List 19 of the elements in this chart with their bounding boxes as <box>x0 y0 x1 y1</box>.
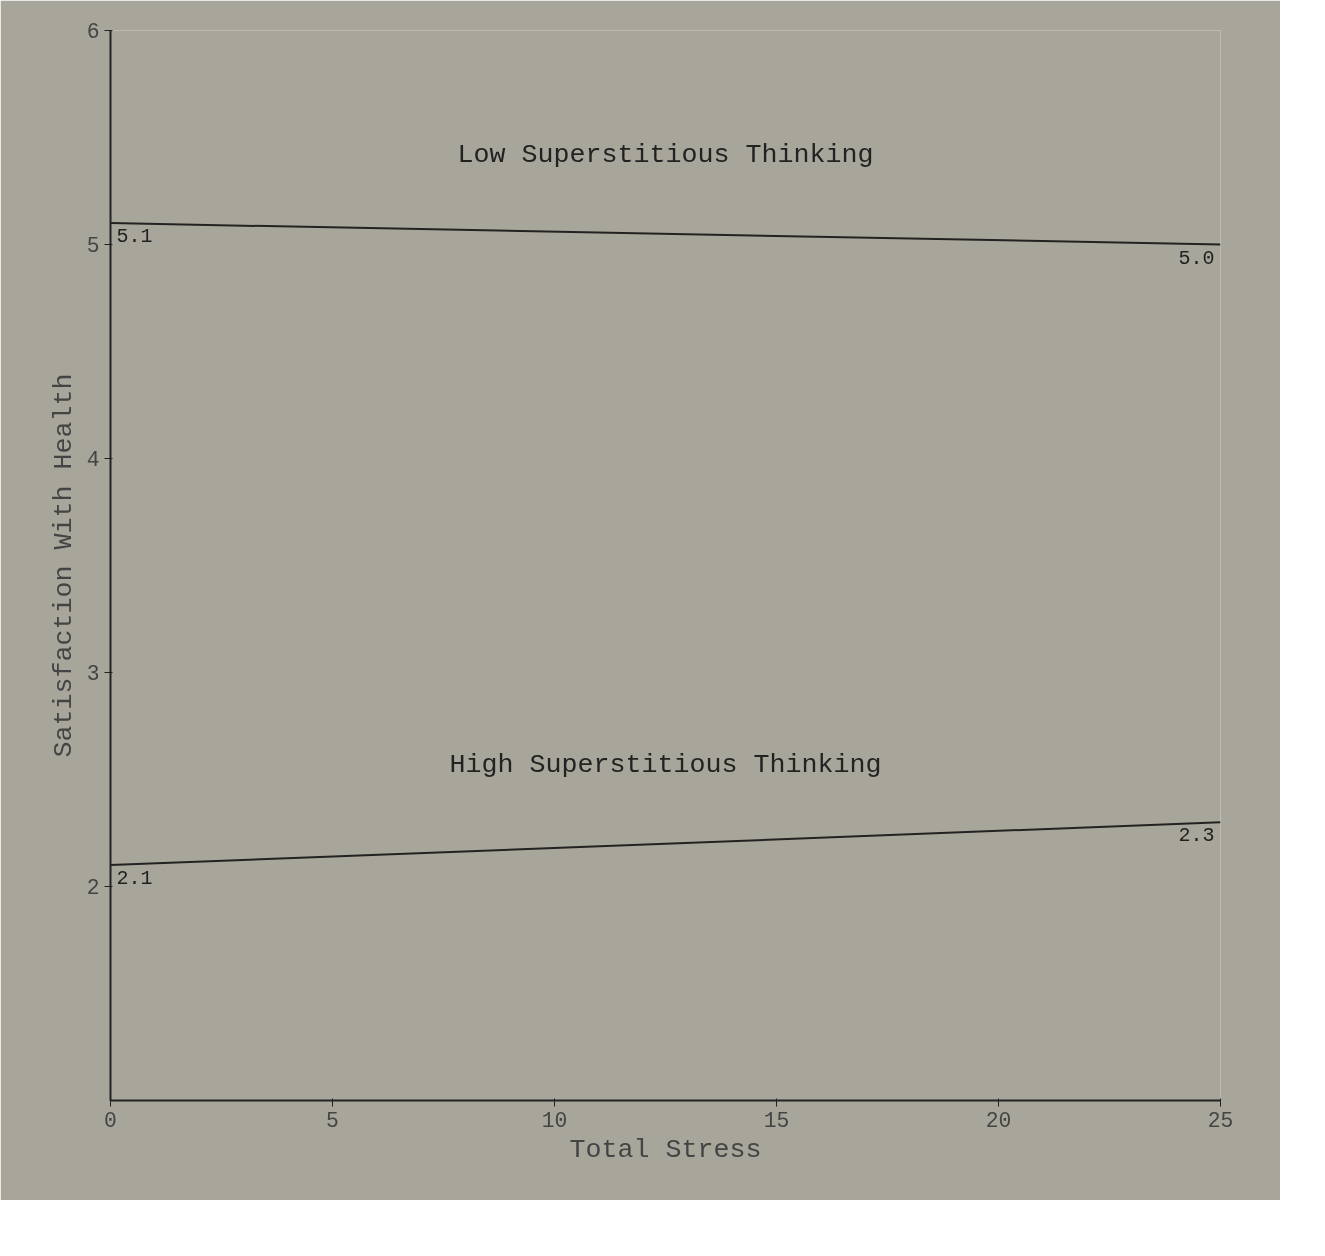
data-label: 2.1 <box>116 867 153 891</box>
text: High Superstitious Thinking <box>449 749 882 780</box>
x-tick-label: 25 <box>1207 1108 1234 1133</box>
data-label: 5.0 <box>1178 246 1215 270</box>
y-axis-title: Satisfaction With Health <box>48 373 79 758</box>
text: Low Superstitious Thinking <box>457 139 874 170</box>
x-tick-label: 20 <box>985 1108 1012 1133</box>
x-tick-label: 10 <box>541 1108 568 1133</box>
x-tick-label: 5 <box>326 1108 339 1133</box>
x-tick-label: 15 <box>763 1108 790 1133</box>
data-label: 5.1 <box>116 225 153 249</box>
x-axis-title: Total Stress <box>569 1134 762 1165</box>
y-tick-label: 3 <box>86 662 100 686</box>
x-tick-label: 0 <box>104 1108 117 1133</box>
y-tick-label: 2 <box>86 876 100 900</box>
y-tick-label: 5 <box>86 234 100 258</box>
y-tick-label: 4 <box>86 448 100 472</box>
data-label: 2.3 <box>1178 824 1215 848</box>
y-tick-label: 6 <box>86 20 100 44</box>
